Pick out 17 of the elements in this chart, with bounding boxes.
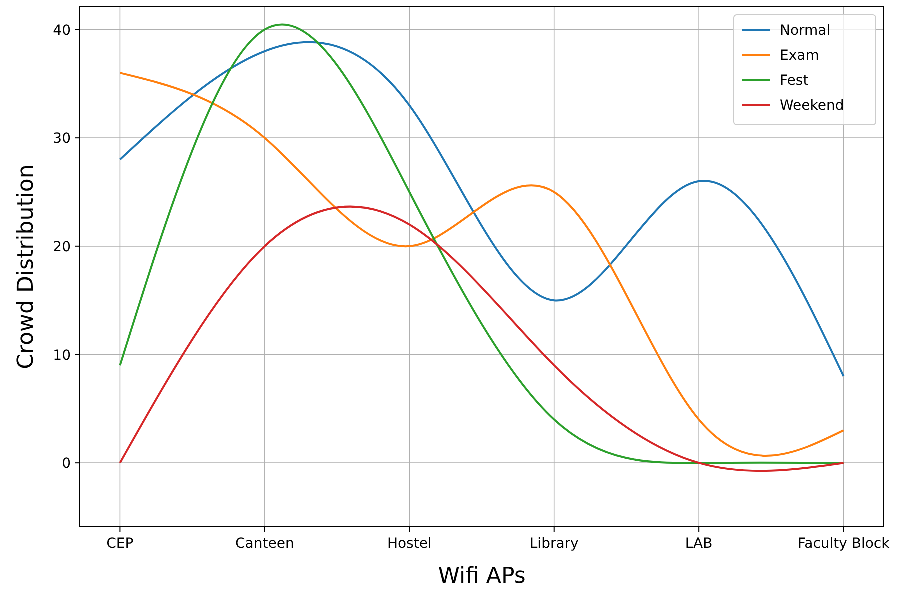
y-tick-label: 40 bbox=[53, 22, 71, 39]
x-tick-label: LAB bbox=[685, 536, 713, 552]
y-tick-label: 30 bbox=[53, 131, 71, 148]
x-tick-label: Hostel bbox=[387, 536, 432, 552]
x-tick-label: Faculty Block bbox=[798, 536, 891, 552]
y-tick-label: 10 bbox=[53, 348, 71, 364]
legend-label: Exam bbox=[780, 48, 820, 64]
x-tick-label: CEP bbox=[106, 536, 134, 552]
x-tick-label: Library bbox=[530, 536, 579, 552]
x-tick-label: Canteen bbox=[236, 536, 294, 552]
legend-label: Normal bbox=[780, 23, 831, 39]
x-axis-title: Wifi APs bbox=[438, 564, 526, 589]
y-tick-label: 0 bbox=[62, 456, 71, 472]
y-tick-label: 20 bbox=[53, 239, 71, 256]
legend-label: Fest bbox=[780, 73, 810, 89]
y-axis-title: Crowd Distribution bbox=[14, 164, 39, 370]
legend-label: Weekend bbox=[780, 98, 844, 114]
